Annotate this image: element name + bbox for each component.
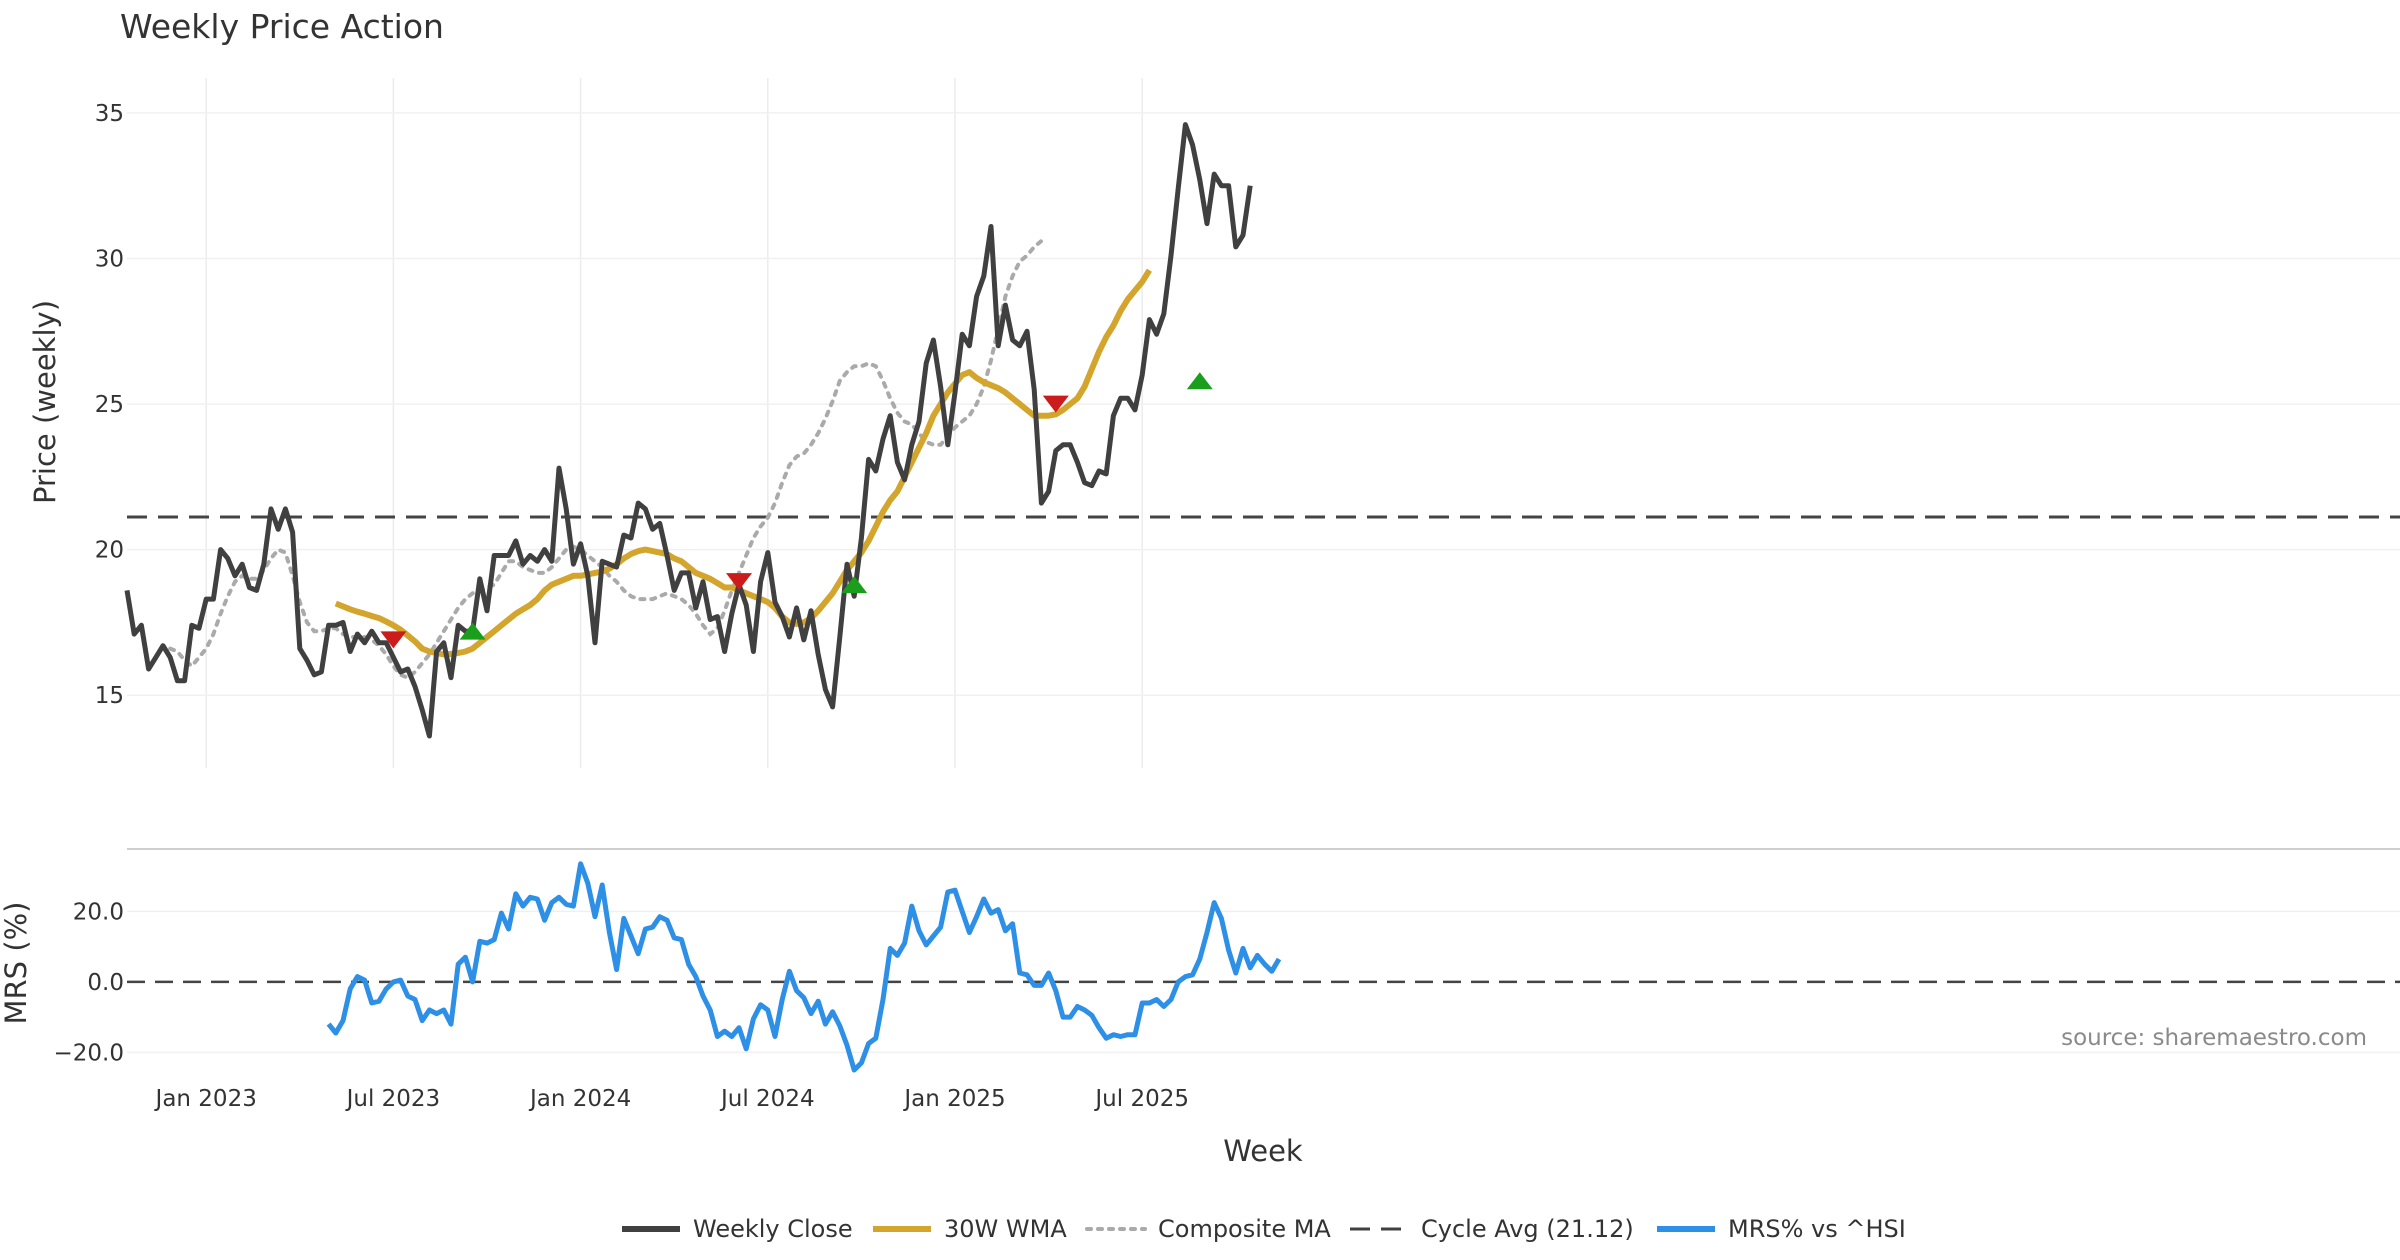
- mrs-y-tick-label: 20.0: [73, 899, 124, 925]
- mrs-gridlines: [127, 910, 2400, 1054]
- signal-markers: [380, 372, 1213, 649]
- sell-signal-marker: [1042, 395, 1069, 413]
- legend-label: Cycle Avg (21.12): [1421, 1215, 1634, 1243]
- x-axis-label: Week: [1223, 1134, 1303, 1168]
- price-gridlines: [127, 78, 2400, 768]
- price-y-tick-label: 20: [95, 538, 124, 564]
- mrs-y-tick-label: −20.0: [54, 1040, 124, 1066]
- buy-signal-marker: [1186, 372, 1213, 390]
- buy-signal-marker: [459, 622, 486, 640]
- weekly-close-line: [124, 122, 1253, 739]
- price-y-tick-label: 25: [95, 392, 124, 418]
- buy-signal-marker: [841, 576, 868, 594]
- x-tick-label: Jul 2024: [719, 1086, 815, 1112]
- sell-signal-marker: [726, 573, 752, 591]
- x-tick-label: Jul 2023: [345, 1086, 441, 1112]
- chart-title: Weekly Price Action: [120, 7, 444, 46]
- price-y-tick-label: 30: [95, 247, 124, 273]
- mrs-y-ticks: 20.0 0.0 −20.0: [54, 899, 124, 1066]
- legend-label: Composite MA: [1158, 1215, 1331, 1243]
- x-tick-label: Jan 2025: [902, 1086, 1005, 1112]
- sell-signal-marker: [380, 631, 407, 649]
- legend: Weekly Close 30W WMA Composite MA Cycle Avg…: [622, 1215, 1906, 1243]
- legend-label: Weekly Close: [693, 1215, 853, 1243]
- x-tick-label: Jan 2024: [528, 1086, 631, 1112]
- x-axis-ticks: Jan 2023 Jul 2023 Jan 2024 Jul 2024 Jan 2025…: [154, 1086, 1189, 1112]
- price-panel: 15 20 25 30 35 Price (weekly): [28, 78, 2400, 768]
- source-credit: source: sharemaestro.com: [2061, 1025, 2367, 1051]
- x-tick-label: Jul 2025: [1093, 1086, 1189, 1112]
- price-y-axis-label: Price (weekly): [28, 300, 62, 504]
- price-y-tick-label: 15: [95, 683, 124, 709]
- legend-label: 30W WMA: [944, 1215, 1067, 1243]
- mrs-line: [326, 861, 1282, 1073]
- mrs-y-axis-label: MRS (%): [0, 902, 33, 1025]
- price-y-ticks: 15 20 25 30 35: [95, 101, 124, 709]
- mrs-panel: 20.0 0.0 −20.0 MRS (%) source: sharemaestr…: [0, 861, 2400, 1073]
- x-tick-label: Jan 2023: [154, 1086, 257, 1112]
- mrs-y-tick-label: 0.0: [87, 970, 124, 996]
- legend-label: MRS% vs ^HSI: [1728, 1215, 1906, 1243]
- price-y-tick-label: 35: [95, 101, 124, 127]
